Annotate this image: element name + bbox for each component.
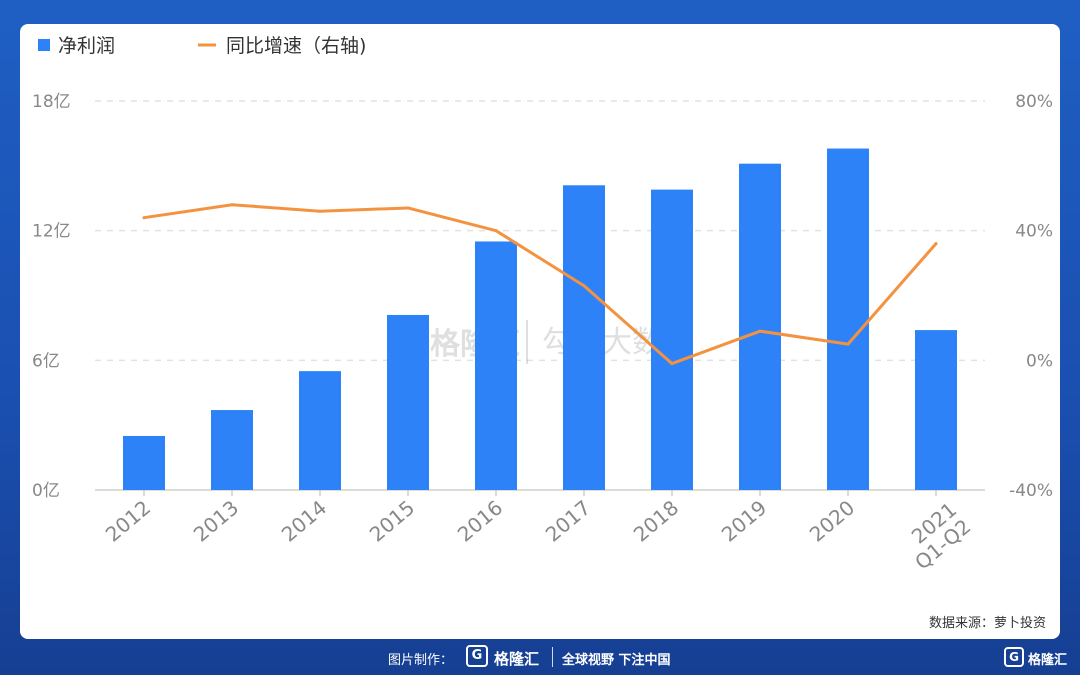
- corner-logo-icon: G: [1004, 647, 1024, 667]
- legend: 净利润 同比增速（右轴): [38, 35, 366, 57]
- growth-point: [318, 209, 322, 213]
- legend-bar-label: 净利润: [58, 35, 115, 57]
- legend-bar-swatch: [38, 39, 50, 51]
- left-tick-label: 6亿: [32, 351, 60, 371]
- x-tick-label: 2017: [541, 495, 595, 546]
- growth-point: [846, 342, 850, 346]
- x-tick-label: 2014: [277, 495, 331, 546]
- corner-logo-name: 格隆汇: [1028, 653, 1068, 668]
- x-tick-label: 2012: [101, 495, 155, 546]
- right-tick-label: -40%: [1009, 481, 1053, 501]
- left-tick-label: 0亿: [32, 481, 60, 501]
- footer-bar: 图片制作： G 格隆汇 全球视野 下注中国 G 格隆汇: [0, 639, 1080, 675]
- bar: [299, 371, 341, 490]
- right-tick-label: 80%: [1015, 92, 1053, 112]
- bar: [827, 148, 869, 490]
- growth-point: [142, 216, 146, 220]
- x-tick-label: 2021Q1-Q2: [896, 497, 975, 574]
- bar: [475, 241, 517, 490]
- footer-logo-name: 格隆汇: [494, 650, 540, 668]
- bar: [651, 189, 693, 490]
- growth-point: [406, 206, 410, 210]
- data-source: 数据来源：萝卜投资: [929, 615, 1046, 631]
- x-tick-label: 2016: [453, 495, 507, 546]
- bars: [123, 148, 957, 491]
- growth-point: [582, 284, 586, 288]
- right-tick-label: 40%: [1015, 222, 1053, 242]
- footer-slogan: 全球视野 下注中国: [562, 653, 671, 668]
- bar: [915, 330, 957, 490]
- footer-logo-icon: G: [466, 645, 488, 667]
- right-tick-label: 0%: [1026, 351, 1053, 371]
- growth-point: [230, 203, 234, 207]
- x-tick-label: 2013: [189, 495, 243, 546]
- right-axis: -40% 0% 40% 80%: [1009, 92, 1053, 501]
- x-axis: 2012 2013 2014 2015 2016 2017 2018 2019 2020 2021…: [101, 490, 975, 574]
- left-axis: 0亿 6亿 12亿 18亿: [32, 92, 71, 501]
- growth-point: [934, 242, 938, 246]
- bar: [123, 435, 165, 490]
- growth-point: [670, 362, 674, 366]
- footer-credit: 图片制作：: [388, 653, 454, 668]
- growth-line: [142, 203, 938, 366]
- left-tick-label: 12亿: [32, 222, 71, 242]
- bar: [739, 163, 781, 490]
- bar: [387, 314, 429, 490]
- x-tick-label: 2019: [717, 495, 771, 546]
- x-tick-label: 2018: [629, 495, 683, 546]
- left-tick-label: 18亿: [32, 92, 71, 112]
- legend-line-label: 同比增速（右轴): [226, 35, 366, 57]
- bar: [563, 185, 605, 491]
- x-tick-label: 2015: [365, 495, 419, 546]
- growth-line-path: [142, 203, 938, 366]
- x-tick-label: 2020: [805, 495, 859, 546]
- bar: [211, 410, 253, 490]
- footer-divider: [552, 647, 553, 667]
- growth-point: [758, 329, 762, 333]
- growth-point: [494, 229, 498, 233]
